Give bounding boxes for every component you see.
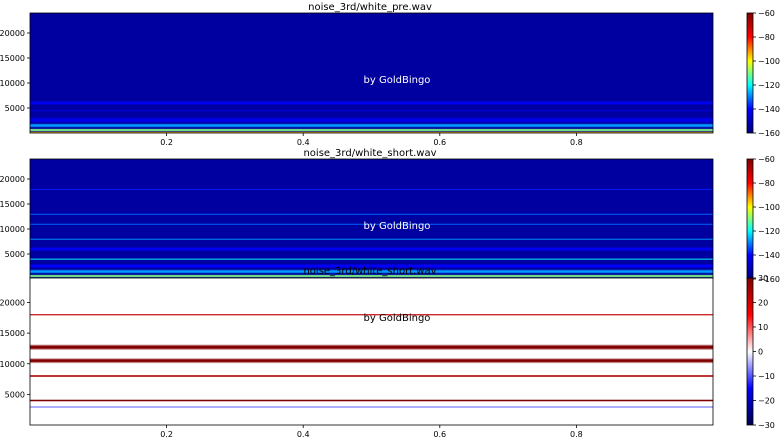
y-tick-label: 10000 <box>0 225 25 234</box>
heatmap-bands <box>30 100 713 133</box>
y-tick-label: 5000 <box>5 390 25 399</box>
heatmap-band <box>30 238 713 240</box>
x-tick-label: 0.4 <box>297 138 310 147</box>
heatmap-band <box>30 374 713 378</box>
colorbar-tick-label: −100 <box>758 203 780 212</box>
heatmap-band <box>30 269 713 274</box>
colorbar <box>746 158 754 280</box>
colorbar-tick-label: 0 <box>758 348 763 357</box>
y-tick-label: 5000 <box>5 250 25 259</box>
heatmap-band <box>30 213 713 215</box>
heatmap-band <box>30 357 713 364</box>
heatmap-band <box>30 406 713 408</box>
heatmap-band <box>30 258 713 260</box>
heatmap-background <box>30 278 713 425</box>
heatmap-band <box>30 344 713 351</box>
y-tick-label: 20000 <box>0 175 25 184</box>
x-tick-label: 0.8 <box>570 430 583 439</box>
panel-title: noise_3rd/white_short.wav <box>303 266 436 277</box>
heatmap-band <box>30 108 713 113</box>
panel-watermark: by GoldBingo <box>364 313 431 324</box>
colorbar <box>746 12 754 134</box>
heatmap-band <box>30 263 713 269</box>
heatmap-band <box>30 313 713 316</box>
colorbar-tick-label: −160 <box>758 275 780 284</box>
colorbar-tick-label: −60 <box>758 155 775 164</box>
y-tick-label: 20000 <box>0 29 25 38</box>
panel-title: noise_3rd/white_short.wav <box>303 148 436 159</box>
x-tick-label: 0.8 <box>570 138 583 147</box>
heatmap-band <box>30 274 713 278</box>
heatmap-band <box>30 123 713 128</box>
x-tick-label: 0.6 <box>433 138 446 147</box>
x-tick-label: 0.6 <box>433 430 446 439</box>
colorbar-tick-label: −20 <box>758 397 775 406</box>
colorbar-tick-label: 10 <box>758 323 768 332</box>
spectrogram-panel-2: 0.20.40.60.85000100001500020000−60−80−10… <box>0 148 780 293</box>
colorbar-tick-label: 30 <box>758 274 768 283</box>
heatmap-background <box>30 13 713 133</box>
x-tick-label: 0.2 <box>160 430 173 439</box>
colorbar-tick-label: −140 <box>758 105 780 114</box>
colorbar-tick-label: 20 <box>758 299 768 308</box>
spectrogram-panel-1: 0.2 0.4 0.6 0.8 5000 10000 15000 20000 −60 −80 −10… <box>0 2 780 147</box>
colorbar-tick-label: −30 <box>758 421 775 430</box>
colorbar-tick-label: −80 <box>758 179 775 188</box>
axes-frame <box>29 12 714 134</box>
colorbar-tick-label: −10 <box>758 372 775 381</box>
y-tick-label: 10000 <box>0 79 25 88</box>
heatmap-band <box>30 188 713 191</box>
panel-watermark: by GoldBingo <box>364 75 431 86</box>
heatmap-band <box>30 128 713 132</box>
heatmap-band <box>30 117 713 123</box>
heatmap-band <box>30 223 713 225</box>
heatmap-background <box>30 159 713 279</box>
heatmap-band <box>30 399 713 402</box>
colorbar-tick-label: −160 <box>758 129 780 138</box>
panel-title: noise_3rd/white_pre.wav <box>308 2 432 13</box>
heatmap-band <box>30 100 713 106</box>
y-tick-label: 15000 <box>0 54 25 63</box>
colorbar-tick-label: −60 <box>758 9 775 18</box>
colorbar-tick-label: −120 <box>758 81 780 90</box>
y-tick-label: 5000 <box>5 104 25 113</box>
colorbar <box>746 277 754 426</box>
y-tick-label: 15000 <box>0 329 25 338</box>
x-tick-label: 0.4 <box>297 430 310 439</box>
heatmap-band <box>30 246 713 252</box>
y-tick-label: 10000 <box>0 360 25 369</box>
panel-watermark: by GoldBingo <box>364 221 431 232</box>
heatmap-band <box>30 131 713 133</box>
difference-panel: 0.2 0.4 0.6 0.8 5000 10000 15000 20000 30 20 10 0 −1… <box>0 266 775 439</box>
heatmap-bands <box>30 313 713 408</box>
colorbar-tick-label: −120 <box>758 227 780 236</box>
y-tick-label: 15000 <box>0 200 25 209</box>
x-tick-label: 0.2 <box>160 138 173 147</box>
colorbar-tick-label: −100 <box>758 57 780 66</box>
axes-frame <box>29 277 714 426</box>
y-tick-label: 20000 <box>0 299 25 308</box>
colorbar-tick-label: −80 <box>758 33 775 42</box>
colorbar-tick-label: −140 <box>758 251 780 260</box>
